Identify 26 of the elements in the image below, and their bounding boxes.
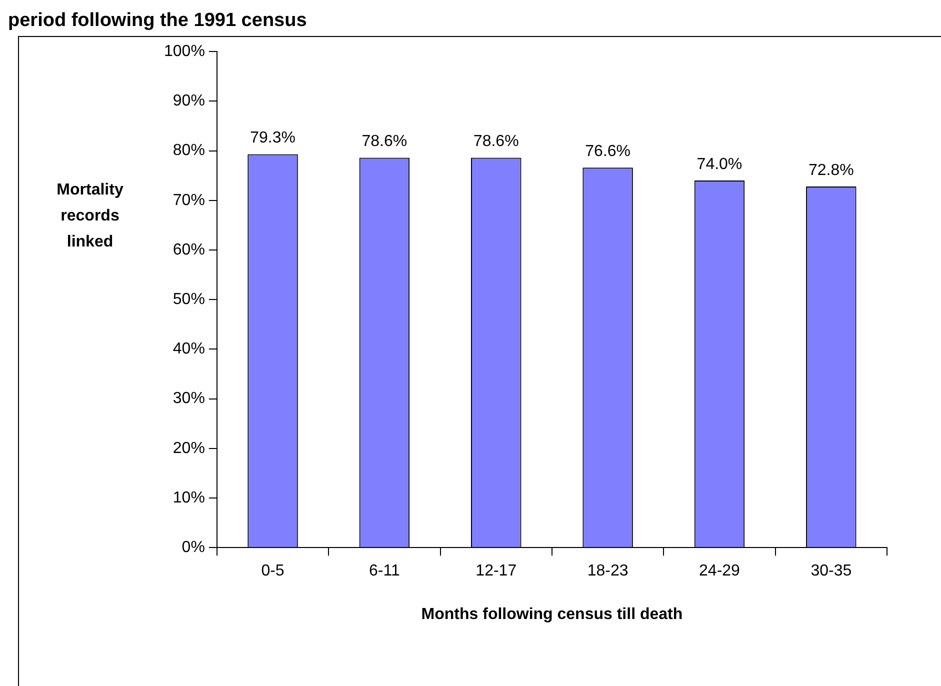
x-tick-label: 0-5 <box>261 562 284 580</box>
data-label: 78.6% <box>362 133 408 150</box>
x-tick-label: 24-29 <box>699 562 740 580</box>
y-tick-label: 10% <box>172 489 205 506</box>
y-tick-label: 20% <box>172 440 205 457</box>
y-tick-label: 70% <box>172 192 205 209</box>
x-axis-title: Months following census till death <box>421 606 683 623</box>
x-tick-label: 30-35 <box>810 562 852 580</box>
data-label: 79.3% <box>250 130 296 147</box>
y-tick-label: 0% <box>182 539 205 556</box>
x-tick-label: 18-23 <box>587 562 628 580</box>
data-label: 76.6% <box>585 143 630 160</box>
y-axis-title: Mortality records linked <box>56 181 124 250</box>
y-tick-label: 40% <box>172 340 205 358</box>
y-tick-label: 60% <box>172 241 205 258</box>
y-tick-label: 30% <box>172 390 205 408</box>
data-label: 72.8% <box>808 162 854 179</box>
chart-title: period following the 1991 census <box>8 10 307 32</box>
x-tick-label: 12-17 <box>476 562 517 580</box>
y-tick-label: 100% <box>164 43 205 60</box>
data-label: 78.6% <box>473 133 519 150</box>
x-tick-label: 6-11 <box>369 562 400 580</box>
data-label: 74.0% <box>696 156 742 173</box>
y-tick-label: 50% <box>172 291 205 308</box>
y-tick-label: 90% <box>172 92 205 110</box>
y-tick-label: 80% <box>172 142 205 160</box>
